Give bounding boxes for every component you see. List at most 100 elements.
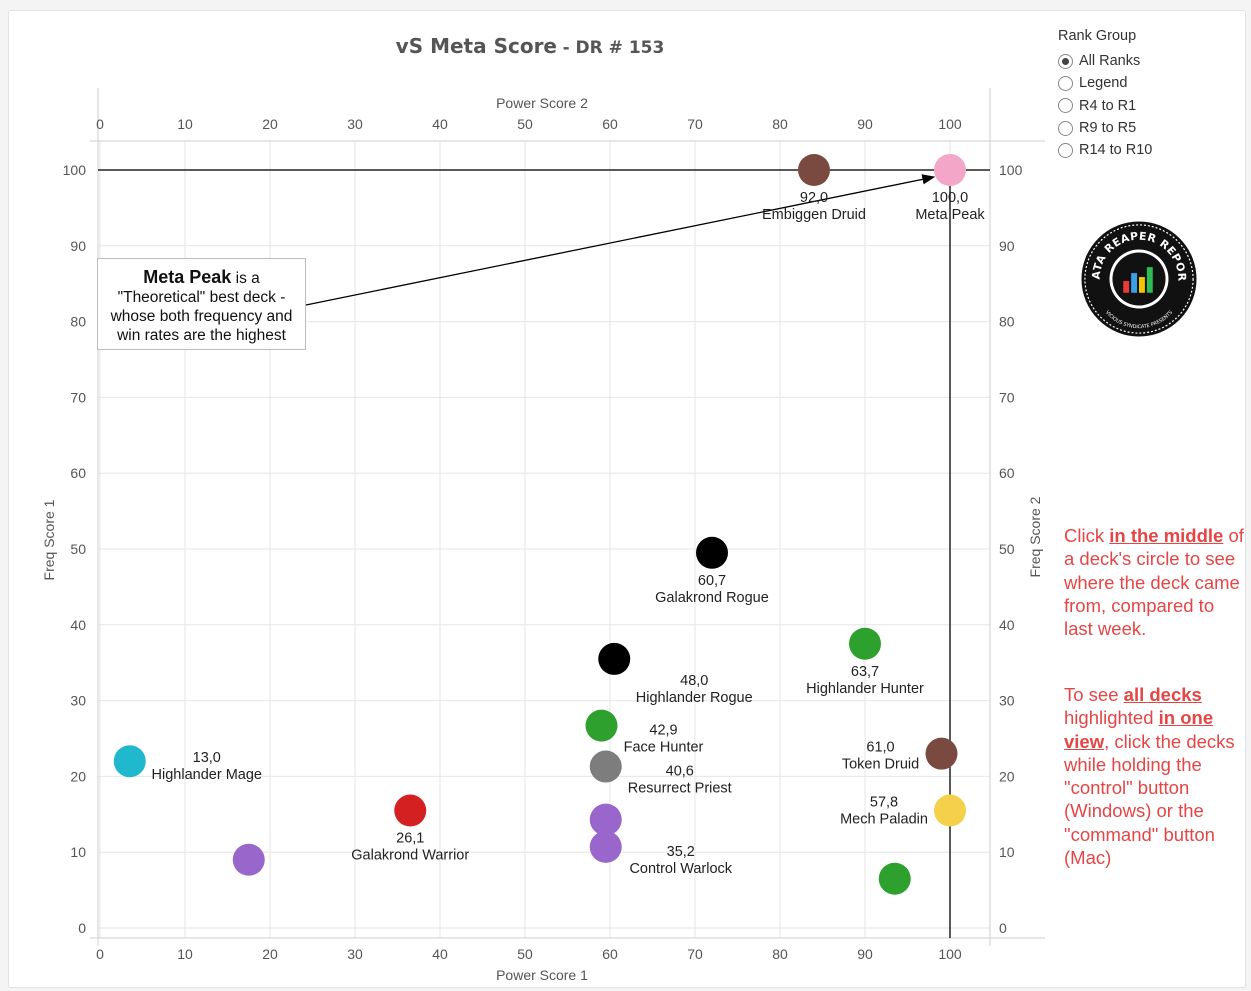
deck-score-label: 63,7 <box>851 664 879 680</box>
radio-icon[interactable] <box>1058 142 1073 158</box>
x2-tick-label: 80 <box>772 116 788 132</box>
rank-option-label: R14 to R10 <box>1079 142 1153 159</box>
y-tick-label: 50 <box>70 541 86 557</box>
deck-score-label: 26,1 <box>396 831 424 847</box>
deck-name-label: Galakrond Warrior <box>351 848 469 864</box>
deck-name-label: Embiggen Druid <box>762 207 866 223</box>
deck-name-label: Highlander Hunter <box>806 681 924 697</box>
deck-circle[interactable] <box>589 750 622 783</box>
deck-circle[interactable] <box>585 709 618 742</box>
y2-tick-label: 90 <box>999 238 1015 254</box>
deck-circle[interactable] <box>394 794 427 827</box>
x-tick-label: 40 <box>432 946 448 962</box>
y2-tick-label: 100 <box>999 162 1023 178</box>
y2-tick-label: 30 <box>999 693 1015 709</box>
deck-circle[interactable] <box>589 803 622 836</box>
deck-name-label: Meta Peak <box>915 207 985 223</box>
x-tick-label: 50 <box>517 946 533 962</box>
note-text: highlighted <box>1064 707 1159 729</box>
x-tick-label: 90 <box>857 946 873 962</box>
x2-tick-label: 70 <box>687 116 703 132</box>
note-emphasis: in the middle <box>1109 525 1224 546</box>
deck-circle[interactable] <box>598 642 631 675</box>
rank-option-r14-r10[interactable]: R14 to R10 <box>1058 139 1152 161</box>
deck-score-label: 13,0 <box>193 750 221 766</box>
axes: 0010102020303040405050606070708080909010… <box>41 88 1045 983</box>
radio-icon[interactable] <box>1058 98 1073 114</box>
x2-tick-label: 10 <box>177 116 193 132</box>
x2-tick-label: 90 <box>857 116 873 132</box>
deck-circle[interactable] <box>878 862 911 895</box>
bar-chart-icon <box>1123 267 1153 293</box>
x-tick-label: 0 <box>96 946 104 962</box>
y-tick-label: 100 <box>63 162 87 178</box>
y-tick-label: 90 <box>70 238 86 254</box>
note-text: Click <box>1064 525 1110 546</box>
radio-icon[interactable] <box>1058 75 1073 91</box>
rank-option-legend[interactable]: Legend <box>1058 72 1152 94</box>
deck-circle[interactable] <box>849 627 881 660</box>
radio-selected-icon[interactable] <box>1058 53 1073 69</box>
x2-tick-label: 50 <box>517 116 533 132</box>
x2-axis-title: Power Score 2 <box>496 95 588 111</box>
y2-tick-label: 0 <box>999 920 1007 936</box>
deck-score-label: 35,2 <box>667 844 695 860</box>
deck-point[interactable] <box>878 862 911 895</box>
deck-score-label: 40,6 <box>666 764 694 780</box>
deck-name-label: Highlander Mage <box>152 767 262 783</box>
deck-circle[interactable] <box>232 843 265 876</box>
radio-icon[interactable] <box>1058 120 1073 136</box>
deck-circle[interactable] <box>589 830 622 863</box>
chart-card <box>8 10 1246 988</box>
callout-line-3: whose both frequency and <box>110 308 293 325</box>
deck-circle[interactable] <box>798 154 830 186</box>
y2-axis-title: Freq Score 2 <box>1027 496 1043 577</box>
deck-circle[interactable] <box>113 745 146 778</box>
callout-line-1: is a <box>231 270 260 287</box>
y-tick-label: 70 <box>70 389 86 405</box>
note-emphasis: in one view <box>1064 707 1214 752</box>
rank-option-all-ranks[interactable]: All Ranks <box>1058 50 1152 72</box>
deck-circle[interactable] <box>934 154 966 186</box>
y2-tick-label: 20 <box>999 768 1015 784</box>
deck-circle[interactable] <box>696 536 728 569</box>
y2-tick-label: 50 <box>999 541 1015 557</box>
deck-score-label: 57,8 <box>870 795 898 811</box>
deck-score-label: 100,0 <box>932 190 968 206</box>
deck-name-label: Face Hunter <box>624 740 704 756</box>
callout-bold: Meta Peak <box>143 267 232 287</box>
x-tick-label: 100 <box>938 946 962 962</box>
deck-circle[interactable] <box>934 794 966 827</box>
rank-option-r9-r5[interactable]: R9 to R5 <box>1058 117 1152 139</box>
y-tick-label: 10 <box>70 844 86 860</box>
rank-option-r4-r1[interactable]: R4 to R1 <box>1058 95 1152 117</box>
deck-score-label: 48,0 <box>680 673 708 689</box>
callout-arrow <box>305 174 936 306</box>
x-tick-label: 60 <box>602 946 618 962</box>
deck-circle[interactable] <box>925 737 958 770</box>
deck-name-label: Resurrect Priest <box>628 781 732 797</box>
y-tick-label: 20 <box>70 768 86 784</box>
deck-name-label: Token Druid <box>842 757 919 773</box>
deck-point[interactable] <box>589 803 622 836</box>
deck-point[interactable] <box>232 843 265 876</box>
deck-name-label: Control Warlock <box>629 861 732 877</box>
rank-group-title: Rank Group <box>1058 28 1137 44</box>
x2-tick-label: 0 <box>96 116 104 132</box>
y2-tick-label: 60 <box>999 465 1015 481</box>
rank-option-label: R9 to R5 <box>1079 120 1137 137</box>
x-tick-label: 30 <box>347 946 363 962</box>
